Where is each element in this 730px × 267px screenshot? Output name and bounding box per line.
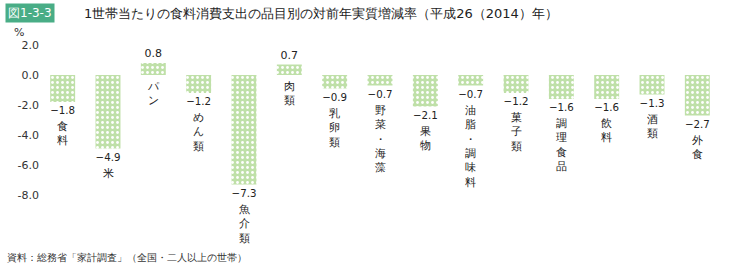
svg-text:油脂・調味料: 油脂・調味料 xyxy=(465,104,476,189)
svg-text:%: % xyxy=(14,26,24,39)
svg-text:−1.6: −1.6 xyxy=(594,101,619,113)
svg-text:−1.8: −1.8 xyxy=(50,104,75,116)
svg-text:乳卵類: 乳卵類 xyxy=(329,107,340,149)
svg-text:外食: 外食 xyxy=(692,134,703,161)
svg-text:-8.0: -8.0 xyxy=(18,189,39,202)
svg-text:−4.9: −4.9 xyxy=(96,151,121,163)
svg-text:−1.3: −1.3 xyxy=(640,97,665,109)
svg-text:−1.6: −1.6 xyxy=(549,101,574,113)
svg-text:魚介類: 魚介類 xyxy=(239,203,250,245)
svg-text:−0.7: −0.7 xyxy=(368,88,393,100)
svg-text:資料：総務省「家計調査」（全国・二人以上の世帯）: 資料：総務省「家計調査」（全国・二人以上の世帯） xyxy=(7,252,247,263)
svg-text:−2.1: −2.1 xyxy=(413,109,438,121)
svg-text:米: 米 xyxy=(103,167,114,180)
svg-text:酒類: 酒類 xyxy=(647,113,658,140)
svg-text:2.0: 2.0 xyxy=(22,39,40,52)
svg-text:菓子類: 菓子類 xyxy=(511,111,522,153)
svg-text:0.0: 0.0 xyxy=(22,69,40,82)
svg-text:果物: 果物 xyxy=(420,125,431,152)
svg-text:食料: 食料 xyxy=(57,120,68,147)
svg-text:0.8: 0.8 xyxy=(145,47,163,60)
svg-text:めん類: めん類 xyxy=(193,111,204,153)
svg-text:飲料: 飲料 xyxy=(601,117,612,144)
svg-text:−0.7: −0.7 xyxy=(458,88,483,100)
svg-text:−1.2: −1.2 xyxy=(186,95,211,107)
svg-text:-6.0: -6.0 xyxy=(18,159,39,172)
svg-text:-4.0: -4.0 xyxy=(18,129,39,142)
svg-text:肉類: 肉類 xyxy=(284,80,295,107)
svg-text:-2.0: -2.0 xyxy=(18,99,39,112)
svg-text:0.7: 0.7 xyxy=(281,49,299,62)
svg-text:パン: パン xyxy=(147,80,160,107)
svg-text:図1-3-3: 図1-3-3 xyxy=(8,6,52,20)
svg-text:−0.9: −0.9 xyxy=(322,91,347,103)
svg-text:野菜・海藻: 野菜・海藻 xyxy=(375,104,386,174)
svg-text:−7.3: −7.3 xyxy=(232,187,257,199)
svg-text:−1.2: −1.2 xyxy=(504,95,529,107)
svg-text:1世帯当たりの食料消費支出の品目別の対前年実質増減率（平成2: 1世帯当たりの食料消費支出の品目別の対前年実質増減率（平成26（2014）年） xyxy=(84,6,558,21)
svg-text:調理食品: 調理食品 xyxy=(556,117,567,173)
svg-text:−2.7: −2.7 xyxy=(685,118,710,130)
